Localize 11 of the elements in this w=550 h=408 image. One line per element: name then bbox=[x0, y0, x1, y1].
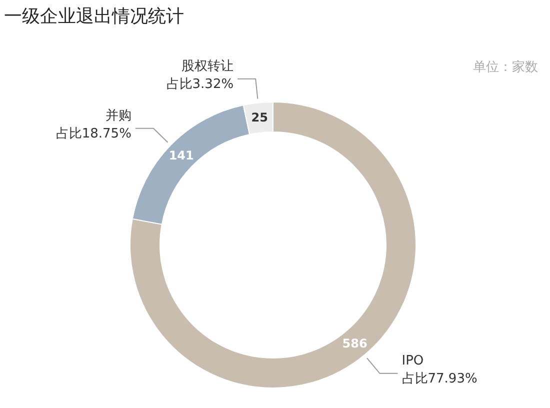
chart-title: 一级企业退出情况统计 bbox=[4, 5, 184, 28]
slice-label: 并购 bbox=[105, 108, 132, 124]
text: 占比18.75% bbox=[56, 126, 132, 142]
data-label: 586 bbox=[342, 336, 368, 350]
slice-label: 股权转让 bbox=[182, 58, 234, 74]
text: 占比77.93% bbox=[402, 371, 478, 386]
text: 单位：家数 bbox=[473, 59, 538, 76]
text: 占比3.32% bbox=[166, 76, 234, 92]
data-label: 25 bbox=[251, 110, 268, 125]
data-label: 141 bbox=[168, 148, 194, 163]
slice-label: IPO bbox=[402, 353, 424, 368]
